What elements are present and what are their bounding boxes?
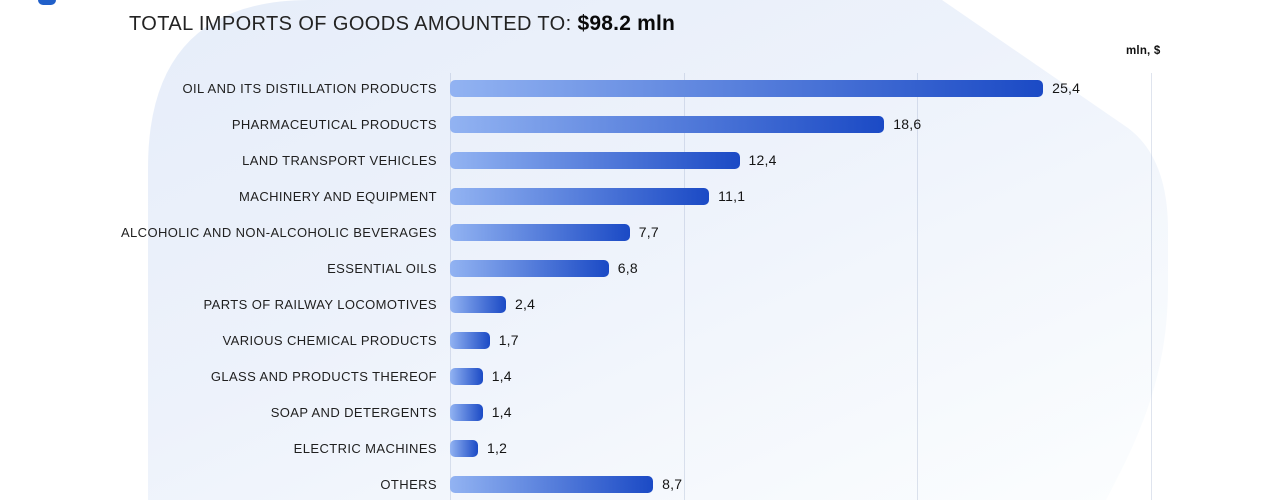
bar bbox=[450, 115, 885, 133]
bar bbox=[450, 259, 609, 277]
bar-row: MACHINERY AND EQUIPMENT 11,1 bbox=[0, 178, 1280, 214]
category-label: ALCOHOLIC AND NON-ALCOHOLIC BEVERAGES bbox=[120, 224, 437, 240]
bar bbox=[450, 223, 630, 241]
bar bbox=[450, 439, 479, 457]
logo-fragment-icon bbox=[38, 0, 56, 5]
gridline bbox=[917, 73, 918, 500]
bar-row: ALCOHOLIC AND NON-ALCOHOLIC BEVERAGES 7,… bbox=[0, 214, 1280, 250]
bar bbox=[450, 475, 654, 493]
unit-label: mln, $ bbox=[1126, 45, 1161, 57]
chart-title: TOTAL IMPORTS OF GOODS AMOUNTED TO: $98.… bbox=[129, 12, 675, 36]
bar-row: SOAP AND DETERGENTS 1,4 bbox=[0, 394, 1280, 430]
category-label: SOAP AND DETERGENTS bbox=[270, 404, 437, 420]
bar bbox=[450, 403, 483, 421]
category-label: OTHERS bbox=[380, 476, 437, 492]
value-label: 25,4 bbox=[1052, 80, 1081, 96]
value-label: 11,1 bbox=[718, 188, 746, 204]
chart-title-text: TOTAL IMPORTS OF GOODS AMOUNTED TO: bbox=[129, 13, 578, 35]
bar-row: LAND TRANSPORT VEHICLES 12,4 bbox=[0, 142, 1280, 178]
bar-row: VARIOUS CHEMICAL PRODUCTS 1,7 bbox=[0, 322, 1280, 358]
bar-row: ESSENTIAL OILS 6,8 bbox=[0, 250, 1280, 286]
chart-title-value: $98.2 mln bbox=[577, 12, 676, 35]
gridline bbox=[450, 73, 451, 500]
bar bbox=[450, 151, 740, 169]
value-label: 12,4 bbox=[748, 152, 777, 168]
bar-row: GLASS AND PRODUCTS THEREOF 1,4 bbox=[0, 358, 1280, 394]
value-label: 2,4 bbox=[515, 296, 536, 312]
category-label: OIL AND ITS DISTILLATION PRODUCTS bbox=[182, 80, 437, 96]
gridline bbox=[683, 73, 685, 500]
category-label: GLASS AND PRODUCTS THEREOF bbox=[210, 368, 437, 384]
bar-row: PARTS OF RAILWAY LOCOMOTIVES 2,4 bbox=[0, 286, 1280, 322]
bar-row: OTHERS 8,7 bbox=[0, 466, 1280, 502]
bar-row: ELECTRIC MACHINES 1,2 bbox=[0, 430, 1280, 466]
category-label: MACHINERY AND EQUIPMENT bbox=[239, 188, 437, 204]
value-label: 18,6 bbox=[893, 116, 922, 132]
bar bbox=[450, 295, 507, 313]
value-label: 1,4 bbox=[491, 368, 512, 384]
category-label: PARTS OF RAILWAY LOCOMOTIVES bbox=[203, 296, 437, 312]
value-label: 8,7 bbox=[662, 476, 683, 492]
category-label: ESSENTIAL OILS bbox=[327, 260, 437, 276]
value-label: 1,4 bbox=[491, 404, 512, 420]
value-label: 1,7 bbox=[498, 332, 519, 348]
category-label: PHARMACEUTICAL PRODUCTS bbox=[231, 116, 437, 132]
category-label: ELECTRIC MACHINES bbox=[293, 440, 437, 456]
bar-row: OIL AND ITS DISTILLATION PRODUCTS 25,4 bbox=[0, 70, 1280, 106]
bar bbox=[450, 187, 710, 205]
panel-shape bbox=[148, 0, 1168, 500]
bar bbox=[450, 79, 1044, 97]
bar bbox=[450, 367, 483, 385]
category-label: VARIOUS CHEMICAL PRODUCTS bbox=[222, 332, 437, 348]
value-label: 7,7 bbox=[638, 224, 659, 240]
value-label: 6,8 bbox=[617, 260, 638, 276]
value-label: 1,2 bbox=[487, 440, 508, 456]
category-label: LAND TRANSPORT VEHICLES bbox=[242, 152, 437, 168]
bar bbox=[450, 331, 490, 349]
gridline bbox=[1150, 73, 1152, 500]
bar-row: PHARMACEUTICAL PRODUCTS 18,6 bbox=[0, 106, 1280, 142]
